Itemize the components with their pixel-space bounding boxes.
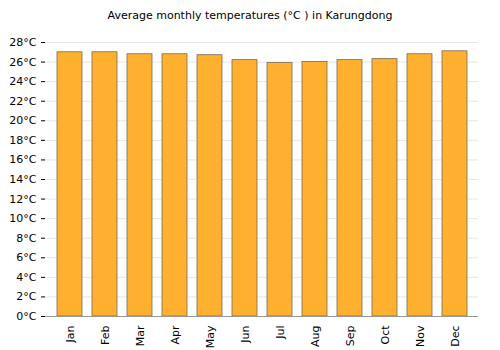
svg-text:May: May xyxy=(204,325,217,348)
svg-text:4°C: 4°C xyxy=(16,271,36,284)
svg-text:24°C: 24°C xyxy=(9,75,36,88)
svg-text:Sep: Sep xyxy=(344,325,357,346)
svg-text:Jan: Jan xyxy=(64,325,77,343)
svg-text:Nov: Nov xyxy=(414,325,427,347)
svg-text:Jul: Jul xyxy=(274,326,287,340)
svg-text:20°C: 20°C xyxy=(9,114,36,127)
svg-text:26°C: 26°C xyxy=(9,56,36,69)
svg-text:10°C: 10°C xyxy=(9,212,36,225)
html-text:Average monthly temperatures (: Average monthly temperatures (°C ) in Ka… xyxy=(107,9,393,22)
svg-text:28°C: 28°C xyxy=(9,36,36,49)
svg-text:18°C: 18°C xyxy=(9,134,36,147)
svg-text:6°C: 6°C xyxy=(16,251,36,264)
svg-text:Aug: Aug xyxy=(309,326,322,347)
svg-text:0°C: 0°C xyxy=(16,310,36,323)
svg-text:14°C: 14°C xyxy=(9,173,36,186)
svg-text:16°C: 16°C xyxy=(9,153,36,166)
svg-text:Apr: Apr xyxy=(169,325,182,345)
svg-text:Dec: Dec xyxy=(449,326,462,347)
svg-text:Feb: Feb xyxy=(99,325,112,344)
svg-text:12°C: 12°C xyxy=(9,193,36,206)
svg-text:8°C: 8°C xyxy=(16,232,36,245)
svg-text:Jun: Jun xyxy=(239,325,252,343)
svg-text:22°C: 22°C xyxy=(9,95,36,108)
svg-text:Oct: Oct xyxy=(379,325,392,345)
svg-text:2°C: 2°C xyxy=(16,290,36,303)
svg-text:Mar: Mar xyxy=(134,325,147,346)
